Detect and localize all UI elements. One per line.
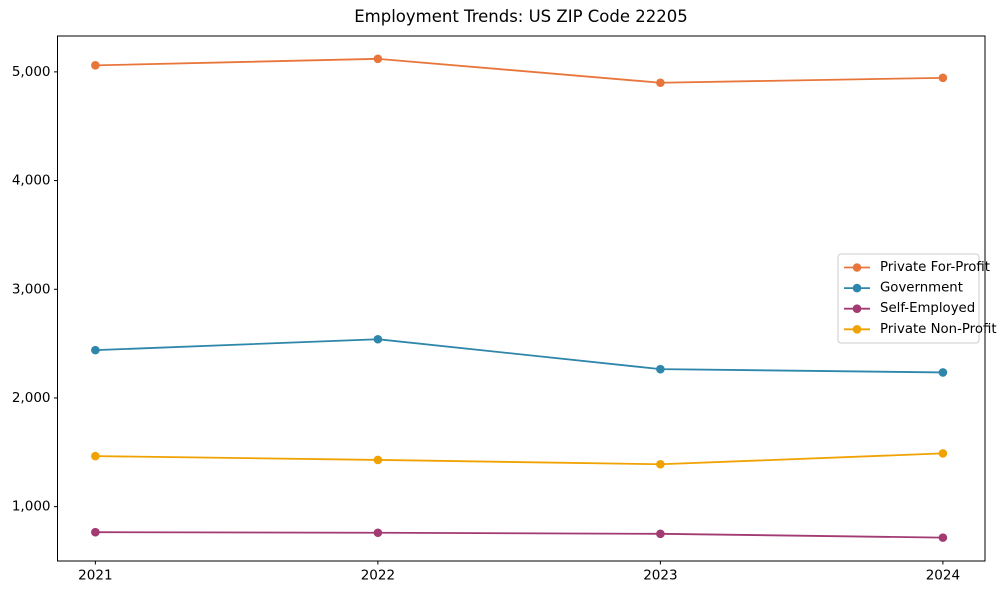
series-line-4 xyxy=(94,452,944,466)
data-point xyxy=(938,533,948,542)
data-point xyxy=(373,334,383,344)
x-tick-label: 2023 xyxy=(643,568,677,584)
legend-label: Private Non-Profit xyxy=(880,322,997,337)
series-line-2 xyxy=(94,338,944,374)
data-point xyxy=(656,529,665,539)
data-point xyxy=(656,459,665,469)
legend-marker-dot xyxy=(852,283,862,293)
legend-label: Self-Employed xyxy=(880,301,975,316)
legend-box xyxy=(837,253,980,344)
x-tick-label: 2024 xyxy=(926,568,960,584)
legend-marker-dot xyxy=(852,263,862,272)
x-tick-label: 2021 xyxy=(78,568,112,584)
legend-label: Private For-Profit xyxy=(880,260,990,275)
y-tick-label: 5,000 xyxy=(12,64,51,80)
data-point xyxy=(91,345,100,355)
plot-frame xyxy=(57,35,986,562)
data-point xyxy=(91,527,100,537)
data-point xyxy=(91,61,100,70)
y-tick-label: 1,000 xyxy=(12,499,51,515)
data-point xyxy=(938,368,948,377)
data-point xyxy=(91,451,100,461)
legend-marker-dot xyxy=(852,325,862,334)
data-point xyxy=(938,449,948,458)
data-point xyxy=(373,54,383,64)
y-tick-label: 2,000 xyxy=(12,390,51,406)
y-tick-label: 4,000 xyxy=(12,173,51,189)
x-tick-label: 2022 xyxy=(361,568,395,584)
data-point xyxy=(656,78,665,88)
y-tick-label: 3,000 xyxy=(12,281,51,297)
legend-marker-dot xyxy=(852,304,862,314)
data-point xyxy=(373,455,383,465)
series-line-1 xyxy=(94,57,944,84)
series-line-3 xyxy=(94,531,944,539)
data-point xyxy=(938,73,948,83)
chart-title: Employment Trends: US ZIP Code 22205 xyxy=(354,7,688,26)
data-point xyxy=(656,364,665,374)
data-point xyxy=(373,528,383,538)
legend-label: Government xyxy=(880,281,963,296)
